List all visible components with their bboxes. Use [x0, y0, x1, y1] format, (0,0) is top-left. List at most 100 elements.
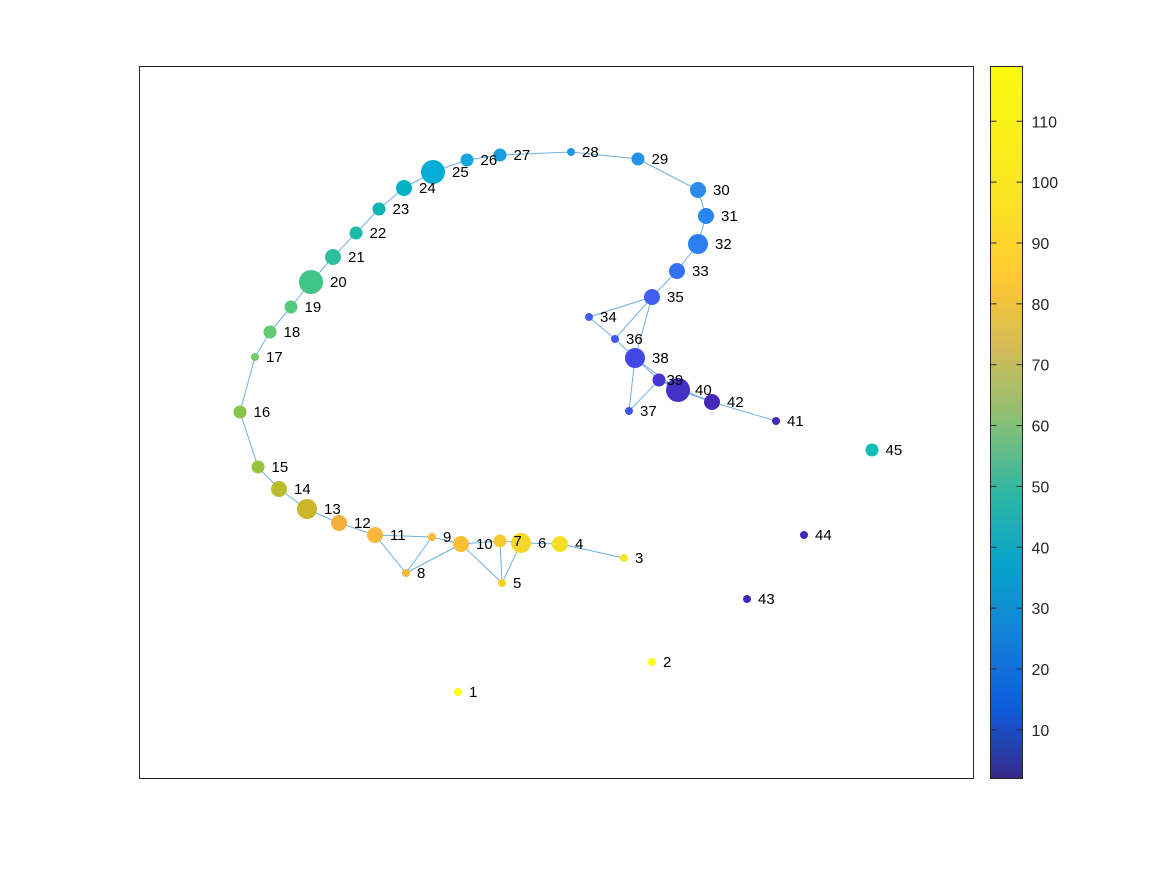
edge-35-34 [588, 296, 653, 318]
colorbar-tick-label-70: 70 [1032, 358, 1050, 375]
edge-35-38 [634, 296, 653, 359]
node-1 [454, 688, 462, 696]
node-label-29: 29 [652, 151, 669, 168]
node-label-15: 15 [272, 459, 289, 476]
node-label-33: 33 [692, 263, 709, 280]
node-29 [631, 152, 645, 166]
node-8 [402, 569, 410, 577]
node-24 [396, 180, 412, 196]
node-26 [460, 153, 474, 167]
node-16 [233, 405, 247, 419]
node-label-1: 1 [469, 684, 477, 701]
node-28 [567, 148, 575, 156]
node-19 [284, 300, 298, 314]
edge-42-41 [711, 401, 777, 422]
node-label-19: 19 [305, 299, 322, 316]
node-label-14: 14 [294, 481, 311, 498]
edge-27-28 [499, 151, 572, 156]
colorbar-tick-label-40: 40 [1032, 540, 1050, 557]
node-layer [233, 148, 879, 696]
edge-9-11 [374, 534, 433, 538]
node-3 [620, 554, 628, 562]
edge-10-5 [460, 543, 503, 584]
edge-35-36 [614, 296, 653, 340]
node-label-10: 10 [476, 536, 493, 553]
node-label-27: 27 [514, 147, 531, 164]
node-32 [688, 234, 708, 254]
node-9 [428, 533, 436, 541]
edge-37-39 [628, 379, 660, 412]
node-label-11: 11 [390, 527, 406, 544]
node-6 [511, 533, 531, 553]
colorbar-tick-label-60: 60 [1032, 419, 1050, 436]
node-label-16: 16 [254, 404, 271, 421]
edge-29-30 [637, 158, 699, 191]
node-label-13: 13 [324, 501, 341, 518]
node-40 [666, 378, 690, 402]
node-21 [325, 249, 341, 265]
colorbar-tick-label-100: 100 [1032, 175, 1059, 192]
colorbar-tick-label-50: 50 [1032, 479, 1050, 496]
edge-11-8 [374, 534, 407, 574]
node-label-40: 40 [695, 382, 712, 399]
node-label-35: 35 [667, 289, 684, 306]
node-label-30: 30 [713, 182, 730, 199]
node-34 [585, 313, 593, 321]
node-label-2: 2 [663, 654, 671, 671]
node-label-36: 36 [626, 331, 643, 348]
node-label-26: 26 [481, 152, 498, 169]
edge-3-4 [559, 543, 625, 559]
node-label-5: 5 [513, 575, 521, 592]
node-13 [297, 499, 317, 519]
edge-34-36 [588, 316, 616, 340]
node-4 [552, 536, 568, 552]
node-23 [372, 202, 386, 216]
node-41 [772, 417, 780, 425]
node-label-25: 25 [452, 164, 469, 181]
node-label-44: 44 [815, 527, 832, 544]
node-label-22: 22 [370, 225, 387, 242]
node-15 [251, 460, 265, 474]
node-label-28: 28 [582, 144, 599, 161]
node-label-20: 20 [330, 274, 347, 291]
edge-16-17 [239, 356, 256, 413]
node-11 [367, 527, 383, 543]
node-label-7: 7 [514, 533, 522, 550]
node-label-3: 3 [635, 550, 643, 567]
node-37 [625, 407, 633, 415]
node-label-37: 37 [640, 403, 657, 420]
colorbar-tick-label-20: 20 [1032, 662, 1050, 679]
edge-9-8 [405, 536, 433, 574]
edge-7-5 [499, 540, 503, 584]
node-label-32: 32 [715, 236, 732, 253]
node-12 [331, 515, 347, 531]
node-label-21: 21 [348, 249, 365, 266]
node-31 [698, 208, 714, 224]
node-2 [648, 658, 656, 666]
plot-area-frame [139, 66, 974, 779]
node-39 [652, 373, 666, 387]
node-label-31: 31 [721, 208, 738, 225]
colorbar: 10 20 30 40 50 60 70 80 90 100 110 [990, 66, 1059, 779]
node-35 [644, 289, 660, 305]
node-label-17: 17 [266, 349, 283, 366]
edge-15-16 [239, 411, 259, 468]
node-label-38: 38 [652, 350, 669, 367]
node-27 [493, 148, 507, 162]
edge-28-29 [570, 151, 639, 160]
node-label-43: 43 [758, 591, 775, 608]
node-label-34: 34 [600, 309, 617, 326]
node-33 [669, 263, 685, 279]
node-10 [453, 536, 469, 552]
node-17 [251, 353, 259, 361]
node-label-39: 39 [667, 372, 684, 389]
node-label-23: 23 [393, 201, 410, 218]
node-label-6: 6 [538, 535, 546, 552]
node-label-45: 45 [886, 442, 903, 459]
colorbar-tick-label-30: 30 [1032, 601, 1050, 618]
colorbar-gradient [990, 66, 1023, 779]
node-14 [271, 481, 287, 497]
node-label-24: 24 [419, 180, 436, 197]
